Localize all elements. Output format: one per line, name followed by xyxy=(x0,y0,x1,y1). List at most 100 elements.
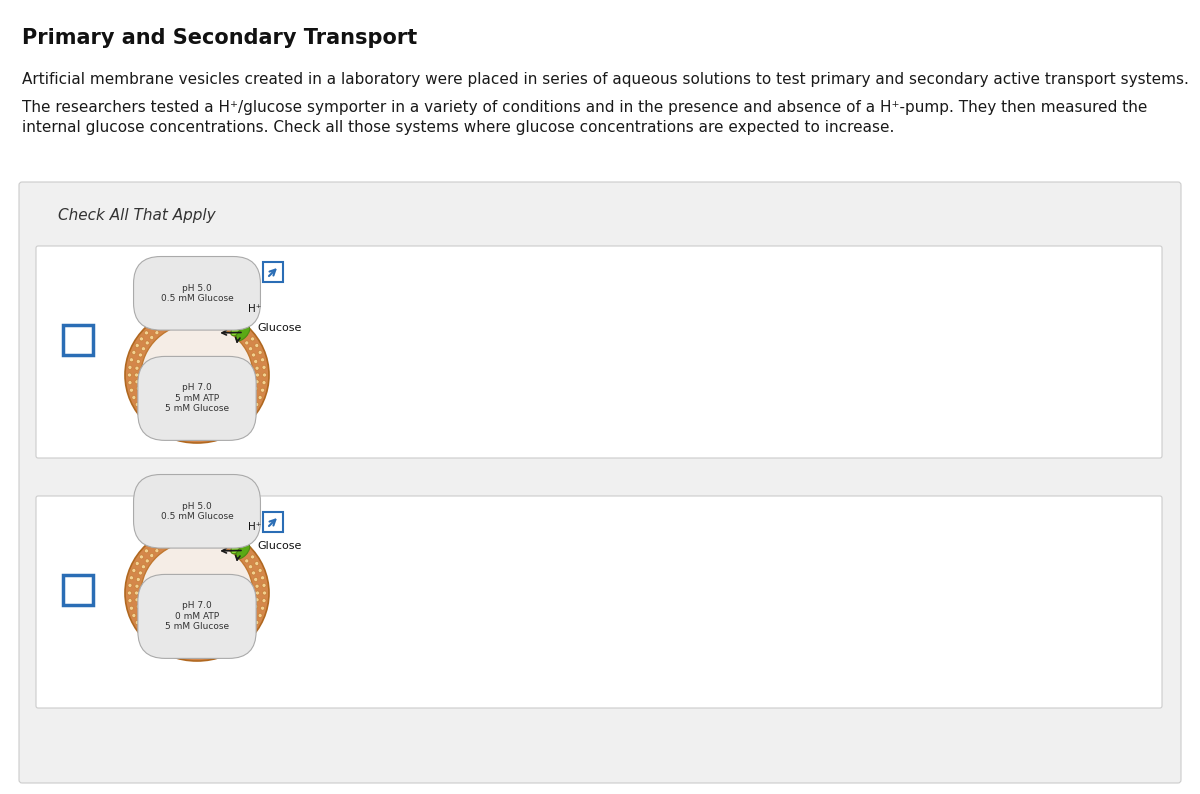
Circle shape xyxy=(167,423,170,427)
Circle shape xyxy=(172,433,175,437)
Text: pH 5.0
0.5 mM Glucose: pH 5.0 0.5 mM Glucose xyxy=(161,502,233,521)
Circle shape xyxy=(134,380,139,384)
Circle shape xyxy=(216,320,221,324)
Circle shape xyxy=(187,647,192,651)
FancyBboxPatch shape xyxy=(64,575,94,605)
Circle shape xyxy=(187,436,191,440)
Circle shape xyxy=(263,591,266,595)
Circle shape xyxy=(210,428,214,432)
FancyBboxPatch shape xyxy=(263,512,283,532)
Circle shape xyxy=(240,326,244,330)
Circle shape xyxy=(218,433,223,437)
Circle shape xyxy=(262,380,266,384)
Circle shape xyxy=(233,426,238,430)
Circle shape xyxy=(235,634,239,638)
Circle shape xyxy=(260,576,264,580)
Circle shape xyxy=(245,405,248,409)
Circle shape xyxy=(157,426,161,430)
Circle shape xyxy=(150,326,155,330)
Circle shape xyxy=(150,629,154,633)
Circle shape xyxy=(223,541,227,545)
Circle shape xyxy=(227,430,230,434)
Text: Artificial membrane vesicles created in a laboratory were placed in series of aq: Artificial membrane vesicles created in … xyxy=(22,72,1189,87)
Circle shape xyxy=(251,409,254,413)
Circle shape xyxy=(179,530,182,534)
Text: H⁺: H⁺ xyxy=(248,522,262,533)
Circle shape xyxy=(127,591,132,595)
Circle shape xyxy=(161,638,164,642)
Circle shape xyxy=(128,380,132,384)
Circle shape xyxy=(223,323,227,327)
Circle shape xyxy=(216,538,221,542)
Text: Primary and Secondary Transport: Primary and Secondary Transport xyxy=(22,28,418,48)
Circle shape xyxy=(233,538,238,543)
Circle shape xyxy=(172,650,175,654)
Circle shape xyxy=(139,627,144,631)
Circle shape xyxy=(248,399,252,403)
Circle shape xyxy=(194,534,199,538)
Circle shape xyxy=(227,647,230,651)
Circle shape xyxy=(194,647,199,652)
Circle shape xyxy=(258,569,262,572)
Circle shape xyxy=(187,429,192,433)
Circle shape xyxy=(256,373,259,377)
Circle shape xyxy=(211,311,215,315)
Circle shape xyxy=(233,643,238,647)
Circle shape xyxy=(134,584,139,588)
Circle shape xyxy=(229,326,233,330)
Circle shape xyxy=(142,565,145,569)
Circle shape xyxy=(258,614,262,618)
Circle shape xyxy=(252,353,256,357)
Circle shape xyxy=(210,536,214,540)
Ellipse shape xyxy=(125,525,269,661)
Circle shape xyxy=(227,534,230,539)
Text: Glucose: Glucose xyxy=(258,542,302,551)
Circle shape xyxy=(256,584,259,588)
Circle shape xyxy=(138,611,143,615)
Circle shape xyxy=(150,553,154,557)
Circle shape xyxy=(145,405,149,409)
Circle shape xyxy=(258,350,262,354)
Circle shape xyxy=(139,337,144,341)
Circle shape xyxy=(194,310,199,314)
Circle shape xyxy=(233,321,238,325)
Circle shape xyxy=(203,317,206,321)
Circle shape xyxy=(263,373,266,377)
Circle shape xyxy=(203,436,208,440)
Circle shape xyxy=(218,314,223,318)
Circle shape xyxy=(161,545,164,549)
Ellipse shape xyxy=(236,326,250,341)
Circle shape xyxy=(203,429,206,433)
Ellipse shape xyxy=(142,541,253,645)
Circle shape xyxy=(252,571,256,575)
Circle shape xyxy=(187,528,191,532)
Circle shape xyxy=(145,623,149,627)
Circle shape xyxy=(132,614,136,618)
Circle shape xyxy=(194,437,199,441)
Circle shape xyxy=(256,366,259,370)
Text: pH 5.0
0.5 mM Glucose: pH 5.0 0.5 mM Glucose xyxy=(161,283,233,303)
Circle shape xyxy=(174,320,178,324)
Circle shape xyxy=(142,399,145,403)
Circle shape xyxy=(240,629,245,633)
Circle shape xyxy=(139,409,144,413)
Circle shape xyxy=(136,344,139,348)
Circle shape xyxy=(260,358,264,362)
Circle shape xyxy=(251,555,254,559)
Circle shape xyxy=(128,599,132,603)
Circle shape xyxy=(163,647,168,651)
Circle shape xyxy=(167,541,170,545)
Circle shape xyxy=(138,353,143,357)
Circle shape xyxy=(180,318,185,322)
FancyBboxPatch shape xyxy=(263,262,283,282)
Circle shape xyxy=(144,633,149,637)
FancyBboxPatch shape xyxy=(64,325,94,355)
Circle shape xyxy=(132,350,136,354)
Circle shape xyxy=(203,654,208,658)
Circle shape xyxy=(130,358,133,362)
Circle shape xyxy=(240,553,245,557)
Circle shape xyxy=(172,532,175,536)
Circle shape xyxy=(227,317,230,321)
Circle shape xyxy=(145,559,149,563)
Circle shape xyxy=(235,415,239,419)
